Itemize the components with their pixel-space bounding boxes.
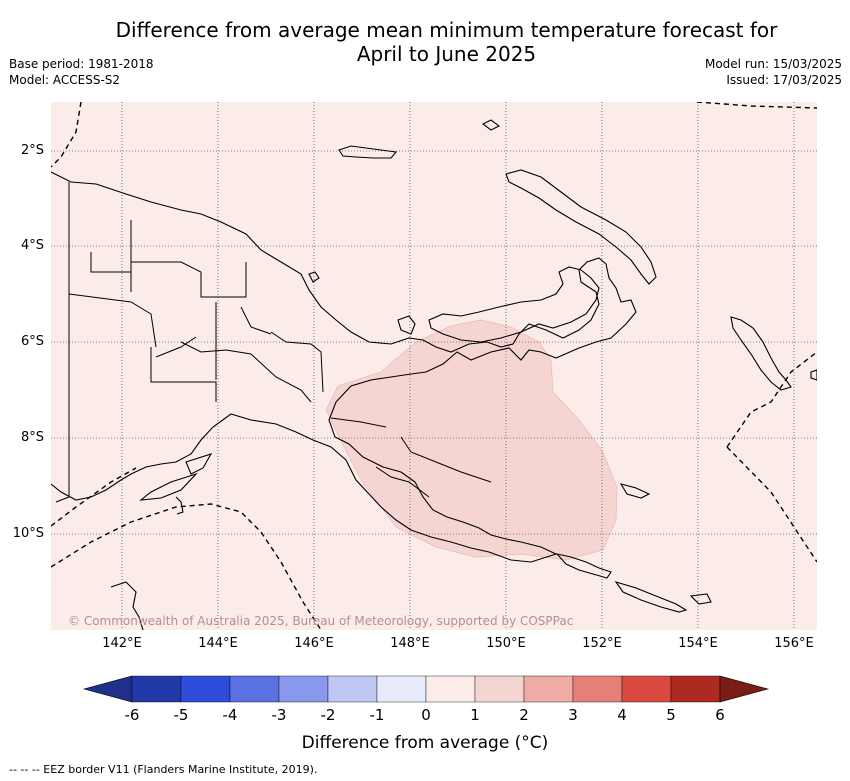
colorbar-segment: [670, 675, 721, 703]
lat-label-10s: 10°S: [12, 526, 44, 541]
meta-left: Base period: 1981-2018 Model: ACCESS-S2: [9, 56, 154, 88]
colorbar-segment: [327, 675, 378, 703]
colorbar-label: Difference from average (°C): [301, 733, 549, 753]
colorbar-segment: [572, 675, 623, 703]
colorbar-segment: [474, 675, 525, 703]
model-run: Model run: 15/03/2025: [704, 57, 842, 71]
colorbar-segment: [376, 675, 427, 703]
colorbar-segment: [523, 675, 574, 703]
colorbar-arrow-high: [719, 675, 770, 703]
colorbar-tick-label: -3: [271, 706, 287, 724]
lon-label-144e: 144°E: [198, 636, 238, 651]
colorbar-tick-label: 6: [715, 706, 725, 724]
colorbar-tick-label: -4: [222, 706, 238, 724]
map-panel: © Commonwealth of Australia 2025, Bureau…: [51, 102, 817, 630]
colorbar-tick-label: -1: [369, 706, 385, 724]
title-line-2: April to June 2025: [356, 42, 537, 66]
map-svg: [51, 102, 817, 630]
colorbar-segment: [425, 675, 476, 703]
colorbar-arrow-low: [82, 675, 133, 703]
colorbar-tick-label: 1: [470, 706, 480, 724]
lon-label-148e: 148°E: [390, 636, 430, 651]
lon-label-154e: 154°E: [678, 636, 718, 651]
lon-label-152e: 152°E: [582, 636, 622, 651]
colorbar-segment: [180, 675, 231, 703]
colorbar-segment: [278, 675, 329, 703]
copyright-notice: © Commonwealth of Australia 2025, Bureau…: [68, 614, 574, 628]
colorbar-tick-label: 2: [519, 706, 529, 724]
colorbar-tick-label: -2: [320, 706, 336, 724]
lat-label-6s: 6°S: [20, 334, 44, 349]
lon-label-156e: 156°E: [774, 636, 814, 651]
colorbar-tick-label: 3: [568, 706, 578, 724]
eez-footnote: -- -- -- EEZ border V11 (Flanders Marine…: [9, 763, 318, 776]
title-line-1: Difference from average mean minimum tem…: [115, 18, 778, 42]
colorbar-tick-label: -5: [173, 706, 189, 724]
base-period: Base period: 1981-2018: [9, 57, 154, 71]
graticule: [51, 102, 817, 630]
lat-label-4s: 4°S: [20, 238, 44, 253]
eez-borders: [51, 102, 817, 630]
coastlines: [51, 119, 817, 630]
borders: [55, 182, 492, 503]
meta-right: Model run: 15/03/2025 Issued: 17/03/2025: [705, 56, 842, 88]
lon-label-150e: 150°E: [486, 636, 526, 651]
colorbar-tick-label: -6: [124, 706, 140, 724]
colorbar-tick-label: 5: [666, 706, 676, 724]
colorbar-segment: [131, 675, 182, 703]
lon-label-142e: 142°E: [102, 636, 142, 651]
lat-label-2s: 2°S: [20, 143, 44, 158]
chart-title: Difference from average mean minimum tem…: [0, 18, 850, 66]
colorbar-tick-label: 4: [617, 706, 627, 724]
colorbar: [82, 675, 770, 703]
lat-label-8s: 8°S: [20, 430, 44, 445]
issued-date: Issued: 17/03/2025: [726, 73, 842, 87]
colorbar-tick-label: 0: [421, 706, 431, 724]
colorbar-segment: [621, 675, 672, 703]
anomaly-region-1-to-2: [325, 319, 618, 561]
model-name: Model: ACCESS-S2: [9, 73, 121, 87]
colorbar-segment: [229, 675, 280, 703]
lon-label-146e: 146°E: [294, 636, 334, 651]
